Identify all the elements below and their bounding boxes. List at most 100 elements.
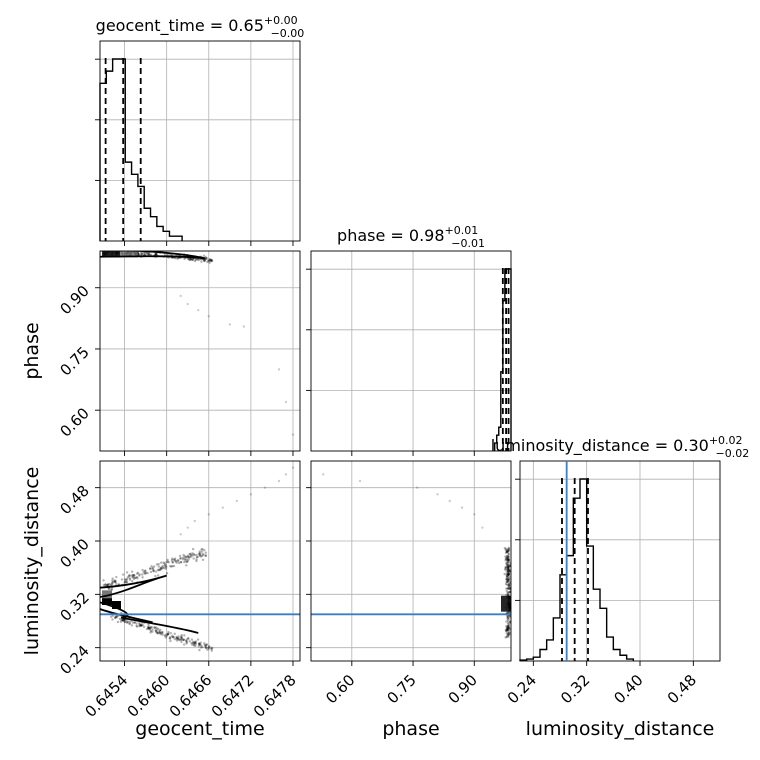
y-axis-label: luminosity_distance (21, 467, 43, 656)
sample-point (200, 550, 204, 553)
sample-point (113, 579, 116, 583)
sample-point (505, 583, 509, 587)
sample-point (138, 573, 141, 576)
sample-point (508, 616, 511, 619)
sample-point (147, 626, 150, 630)
sample-point (144, 569, 147, 573)
sample-point (505, 580, 508, 584)
sample-point (187, 257, 190, 261)
sample-point (203, 642, 206, 645)
sample-point (175, 560, 178, 563)
sample-point (192, 557, 195, 560)
sample-point (263, 486, 267, 489)
sample-point (506, 574, 509, 577)
sample-point (147, 253, 150, 256)
sample-point (121, 619, 125, 622)
sample-point (125, 578, 129, 581)
sample-point (506, 628, 509, 631)
sample-point (507, 549, 511, 553)
sample-point (505, 576, 509, 579)
sample-point (204, 646, 208, 649)
sample-point (141, 623, 144, 627)
sample-point (506, 593, 510, 596)
sample-point (109, 615, 113, 618)
sample-point (507, 573, 510, 576)
sample-point (506, 625, 509, 628)
sample-point (506, 587, 510, 590)
sample-point (206, 648, 209, 651)
sample-point (123, 618, 126, 622)
sample-point (169, 639, 172, 643)
sample-point (193, 519, 196, 523)
sample-point (156, 632, 160, 635)
sample-point (173, 637, 177, 641)
sample-point (180, 635, 183, 638)
sample-point (172, 635, 175, 639)
sample-point (143, 251, 146, 254)
panel-title: phase = 0.98+0.01 −0.01 (337, 224, 485, 250)
sample-point (160, 631, 163, 634)
sample-point (506, 628, 509, 631)
sample-point (135, 624, 138, 628)
sample-point (132, 577, 136, 581)
axes-frame (99, 250, 301, 452)
sample-point (139, 624, 142, 627)
sample-point (507, 633, 510, 636)
sample-point (155, 252, 158, 256)
sample-point (507, 580, 510, 583)
sample-point (151, 566, 154, 570)
sample-point (507, 572, 510, 575)
sample-point (506, 626, 509, 630)
sample-point (506, 626, 510, 629)
sample-point (128, 577, 132, 580)
sample-point (507, 547, 511, 550)
sample-point (193, 259, 197, 263)
y-tick-label: 0.60 (56, 404, 92, 440)
sample-point (125, 621, 129, 624)
sample-point (291, 466, 295, 469)
sample-point (504, 566, 507, 569)
sample-point (185, 558, 189, 561)
sample-point (504, 636, 507, 639)
sample-point (504, 566, 508, 569)
sample-point (173, 558, 176, 561)
sample-point (188, 258, 191, 262)
panel-content (100, 466, 300, 652)
histogram-luminosity_distance (519, 478, 635, 661)
sample-point (131, 621, 135, 624)
sample-point (203, 259, 206, 263)
sample-point (505, 575, 509, 579)
sample-point (204, 644, 207, 647)
sample-point (508, 587, 511, 590)
sample-point (507, 560, 510, 564)
sample-point (177, 559, 180, 563)
sample-point (506, 560, 509, 564)
sample-point (110, 587, 113, 591)
sample-point (177, 636, 180, 640)
sample-point (505, 566, 508, 569)
sample-point (507, 555, 510, 558)
sample-point (505, 580, 508, 584)
sample-point (506, 565, 509, 569)
sample-point (156, 568, 160, 572)
sample-point (179, 294, 182, 298)
sample-point (507, 546, 510, 550)
density-bin (120, 251, 138, 258)
sample-point (199, 641, 202, 644)
sample-point (204, 554, 207, 558)
sample-point (506, 627, 509, 630)
sample-point (148, 626, 152, 630)
sample-point (506, 564, 509, 568)
sample-point (138, 622, 141, 625)
sample-point (179, 638, 182, 641)
sample-point (507, 626, 510, 630)
sample-point (505, 562, 508, 565)
sample-point (147, 626, 150, 629)
sample-point (123, 620, 127, 624)
sample-point (134, 576, 138, 580)
sample-point (505, 556, 508, 559)
sample-point (210, 259, 213, 263)
sample-point (142, 625, 146, 629)
sample-point (174, 559, 177, 563)
sample-point (505, 547, 508, 551)
